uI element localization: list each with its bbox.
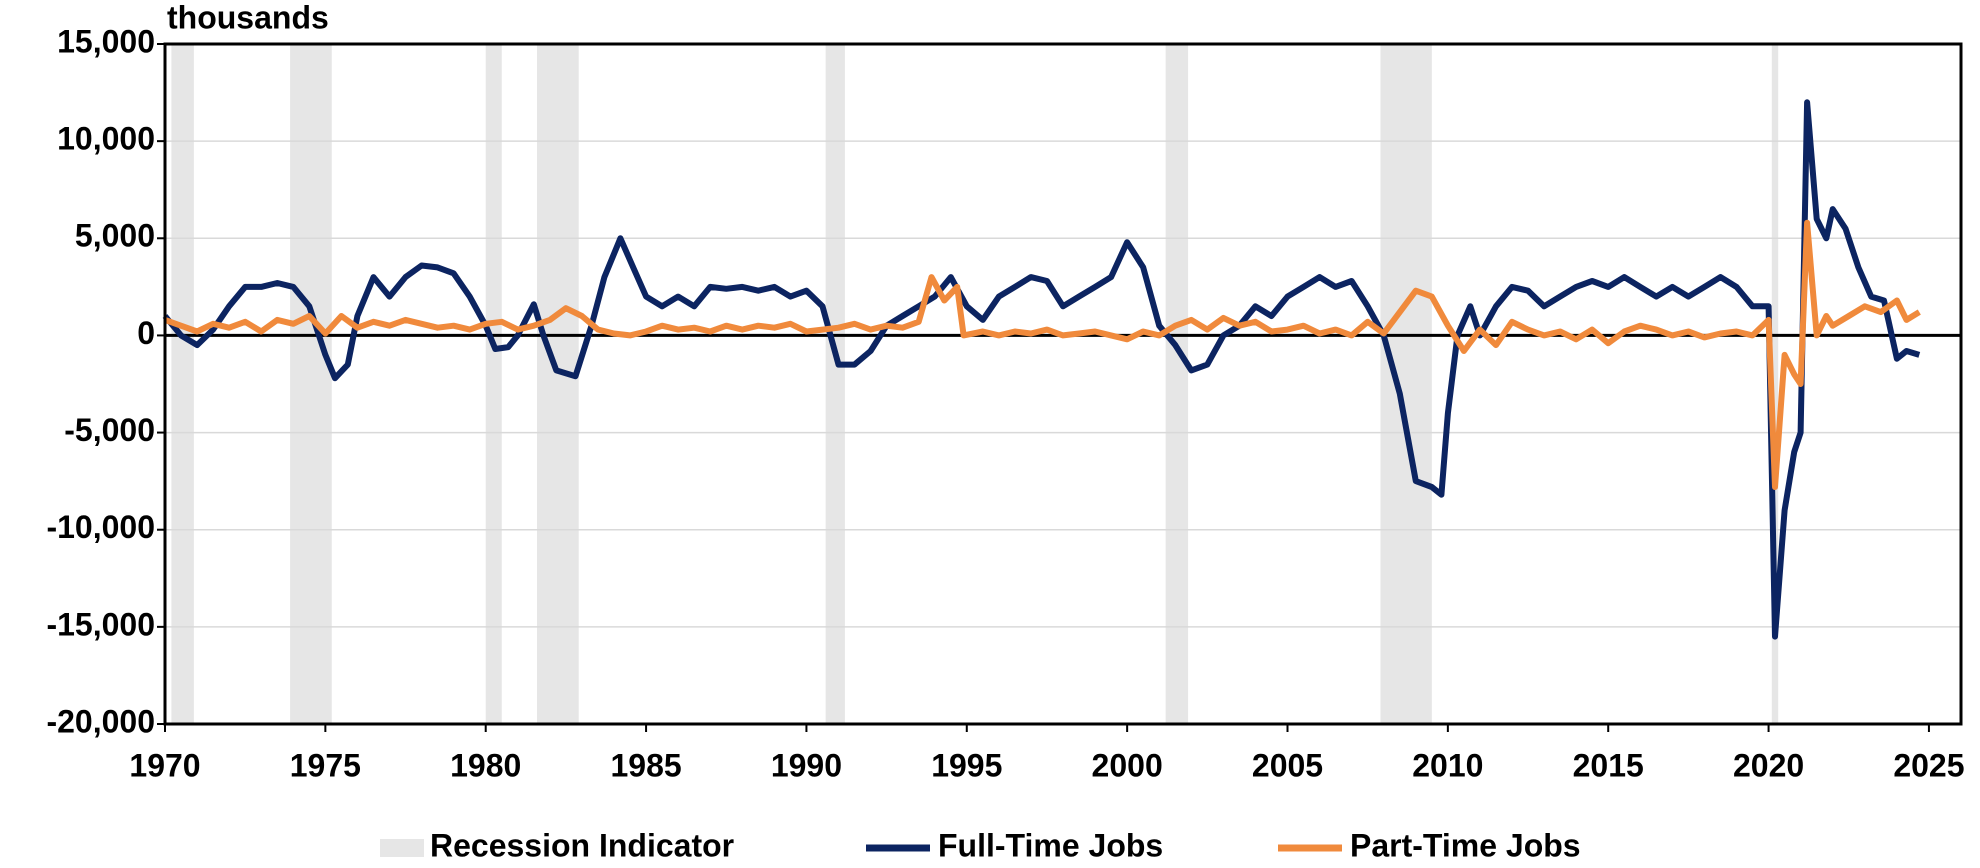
legend-label: Full-Time Jobs	[938, 827, 1163, 863]
x-tick-label: 2005	[1252, 747, 1323, 783]
recession-band	[537, 44, 579, 724]
plot-frame	[163, 42, 1963, 726]
x-tick-label: 1990	[771, 747, 842, 783]
recession-band	[290, 44, 332, 724]
y-tick-label: -10,000	[46, 509, 155, 545]
x-tick-label: 2000	[1092, 747, 1163, 783]
x-tick-label: 1995	[931, 747, 1002, 783]
y-tick-label: 15,000	[57, 23, 155, 59]
x-tick-label: 2010	[1412, 747, 1483, 783]
y-tick-label: -5,000	[64, 412, 155, 448]
recession-band	[1380, 44, 1432, 724]
legend-swatch	[380, 839, 424, 857]
recession-band	[1165, 44, 1189, 724]
y-tick-label: -20,000	[46, 703, 155, 739]
recession-band	[1771, 44, 1779, 724]
series-line	[162, 99, 1921, 640]
y-tick-label: 10,000	[57, 121, 155, 157]
legend-label: Recession Indicator	[430, 827, 734, 863]
y-axis-unit: thousands	[167, 0, 329, 35]
x-tick-label: 2025	[1893, 747, 1964, 783]
recession-band	[485, 44, 502, 724]
y-tick-label: 0	[137, 315, 155, 351]
x-tick-label: 2015	[1573, 747, 1644, 783]
legend-label: Part-Time Jobs	[1350, 827, 1581, 863]
series-line	[163, 219, 1921, 490]
x-tick-label: 1975	[290, 747, 361, 783]
y-tick-label: -15,000	[46, 606, 155, 642]
x-tick-label: 2020	[1733, 747, 1804, 783]
x-tick-label: 1970	[129, 747, 200, 783]
recession-band	[171, 44, 194, 724]
x-tick-label: 1980	[450, 747, 521, 783]
x-tick-label: 1985	[610, 747, 681, 783]
y-tick-label: 5,000	[75, 218, 155, 254]
recession-band	[825, 44, 845, 724]
